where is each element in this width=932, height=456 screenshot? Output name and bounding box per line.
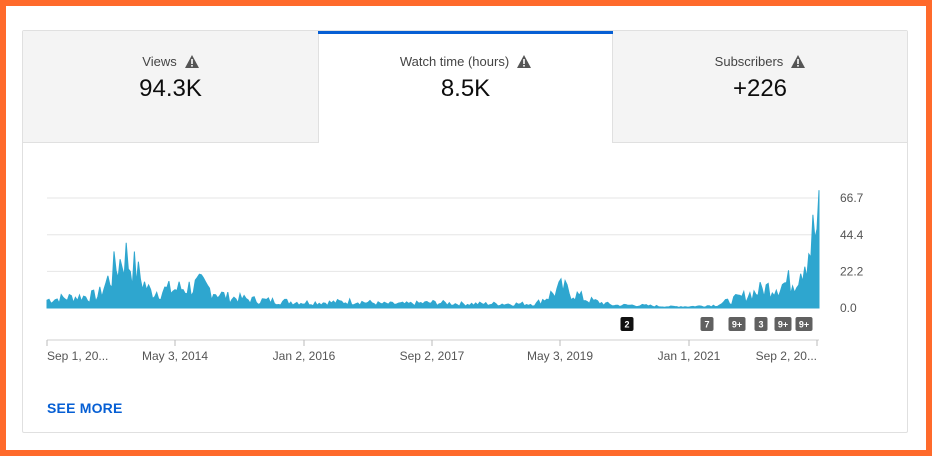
tab-subscribers-label: Subscribers <box>714 53 784 69</box>
annotation-badge-label: 9+ <box>799 320 809 330</box>
y-tick-label: 66.7 <box>840 191 864 205</box>
warning-icon <box>184 54 199 68</box>
metric-tabs: Views 94.3K Watch time (hours) 8.5K Subs… <box>23 31 907 143</box>
screenshot-frame: Views 94.3K Watch time (hours) 8.5K Subs… <box>6 6 926 450</box>
tab-watch-time-label: Watch time (hours) <box>399 53 510 69</box>
x-tick-label: Jan 2, 2016 <box>273 349 336 363</box>
series-area <box>46 190 820 309</box>
annotation-badge-label: 3 <box>758 320 763 330</box>
warning-icon <box>517 54 532 68</box>
y-tick-label: 44.4 <box>840 228 864 242</box>
annotation-badge <box>620 317 634 331</box>
annotation-badge <box>728 317 746 331</box>
annotation-badge-label: 9+ <box>778 320 788 330</box>
annotation-badge-label: 9+ <box>732 320 742 330</box>
warning-icon <box>791 54 806 68</box>
x-tick-label: Sep 2, 20... <box>756 349 817 363</box>
annotation-badge-label: 2 <box>624 320 629 330</box>
annotation-badge <box>774 317 792 331</box>
annotation-badge-label: 7 <box>704 320 709 330</box>
tab-watch-time-value: 8.5K <box>440 75 491 102</box>
tab-subscribers-value: +226 <box>732 75 788 102</box>
x-tick-label: May 3, 2014 <box>142 349 208 363</box>
tab-subscribers[interactable]: Subscribers +226 <box>613 31 907 143</box>
x-tick-label: Sep 1, 20... <box>47 349 108 363</box>
watch-time-chart: 66.7 44.4 22.2 0.0 Sep 1, 20... May 3, 2014 Ja… <box>23 143 907 383</box>
x-tick-label: Sep 2, 2017 <box>400 349 465 363</box>
tab-views[interactable]: Views 94.3K <box>23 31 318 143</box>
analytics-card: Views 94.3K Watch time (hours) 8.5K Subs… <box>22 30 908 433</box>
y-tick-label: 22.2 <box>840 264 864 278</box>
x-tick-label: May 3, 2019 <box>527 349 593 363</box>
tab-views-label: Views <box>142 53 177 69</box>
see-more-link[interactable]: SEE MORE <box>47 400 123 416</box>
tab-watch-time[interactable]: Watch time (hours) 8.5K <box>318 31 613 143</box>
annotation-badge <box>700 317 714 331</box>
x-tick-label: Jan 1, 2021 <box>658 349 721 363</box>
annotation-badge <box>754 317 768 331</box>
tab-views-value: 94.3K <box>139 75 202 102</box>
annotation-badge <box>795 317 813 331</box>
chart-svg: 66.7 44.4 22.2 0.0 Sep 1, 20... May 3, 2014 Ja… <box>46 190 864 363</box>
y-tick-label: 0.0 <box>840 301 857 315</box>
